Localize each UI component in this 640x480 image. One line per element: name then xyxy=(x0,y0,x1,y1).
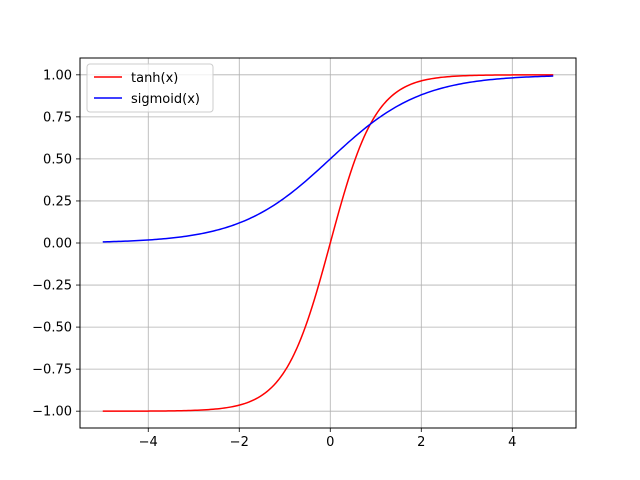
x-tick-label: −2 xyxy=(230,435,249,450)
x-tick-label: 2 xyxy=(417,435,425,450)
y-tick-label: −0.25 xyxy=(32,279,72,294)
y-tick-label: −1.00 xyxy=(32,405,72,420)
x-tick-label: 0 xyxy=(326,435,334,450)
x-tick-label: 4 xyxy=(508,435,516,450)
y-tick-label: 0.50 xyxy=(43,152,72,167)
y-tick-label: −0.75 xyxy=(32,363,72,378)
series-line-sigmoid xyxy=(102,75,554,243)
y-tick-label: 0.75 xyxy=(43,110,72,125)
y-tick-label: 0.25 xyxy=(43,194,72,209)
legend-label-tanh: tanh(x) xyxy=(131,71,178,86)
legend: tanh(x) sigmoid(x) xyxy=(86,63,214,113)
y-tick-label: −0.50 xyxy=(32,321,72,336)
series-line-tanh xyxy=(102,74,554,412)
series-lines xyxy=(102,74,554,412)
y-tick-label: 1.00 xyxy=(43,68,72,83)
x-axis: −4 −2 0 2 4 xyxy=(139,428,516,450)
legend-label-sigmoid: sigmoid(x) xyxy=(131,92,200,107)
y-tick-label: 0.00 xyxy=(43,237,72,252)
legend-box xyxy=(86,63,214,113)
x-tick-label: −4 xyxy=(139,435,158,450)
y-axis: −1.00 −0.75 −0.50 −0.25 0.00 0.25 0.50 0.75 1.00 xyxy=(32,68,80,420)
